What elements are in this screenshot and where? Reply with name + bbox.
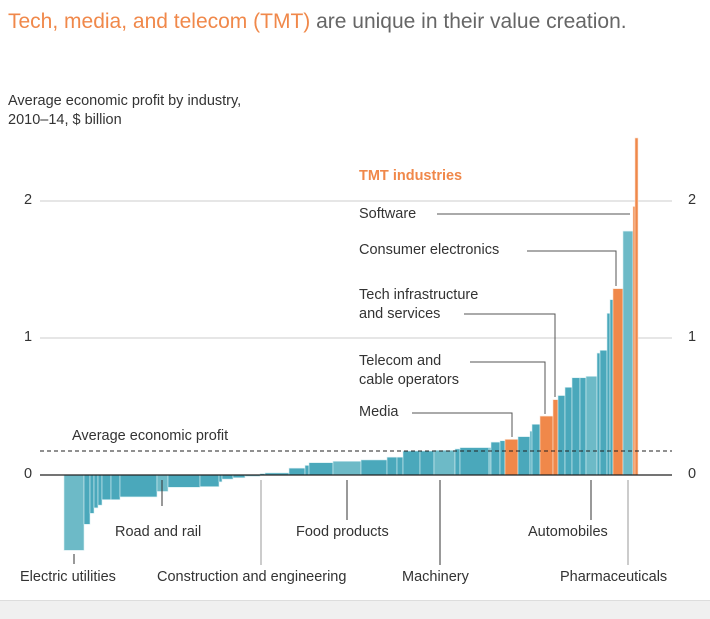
bar-industry	[454, 448, 461, 476]
callout-telecom-1: Telecom and	[359, 351, 444, 371]
leader-consumer-electronics	[527, 250, 617, 286]
bar-industry	[596, 352, 601, 476]
y-tick-left-2: 2	[24, 192, 33, 208]
subtitle-line2: 2010–14, $ billion	[8, 112, 122, 128]
leader-telecom	[470, 361, 546, 414]
bar-tmt	[612, 288, 624, 476]
bar-industry	[557, 395, 566, 476]
legend-tmt: TMT industries	[359, 168, 463, 184]
bar-industry	[622, 230, 634, 476]
bar-industry	[490, 441, 501, 476]
label-pharmaceuticals: Pharmaceuticals	[560, 567, 670, 587]
y-tick-left-0: 0	[24, 466, 33, 482]
y-tick-right-2: 2	[688, 192, 697, 208]
footer-bar	[0, 600, 710, 619]
bar-industry	[517, 436, 531, 476]
bar-industry	[585, 376, 598, 476]
callout-media: Media	[359, 402, 401, 422]
bar-industry	[599, 350, 608, 476]
leader-tech-infrastructure	[464, 313, 556, 397]
callout-tech-infra-1: Tech infrastructure	[359, 285, 481, 305]
bar-tmt	[634, 137, 639, 476]
callout-tech-infra-2: and services	[359, 304, 443, 324]
bar-industry	[564, 387, 573, 476]
bar-industry	[433, 450, 456, 476]
bar-industry	[579, 377, 587, 476]
bar-industry	[459, 447, 490, 476]
bar-industry	[101, 474, 112, 500]
bar-industry	[304, 465, 310, 476]
bar-industry	[419, 450, 435, 476]
callout-consumer-electronics: Consumer electronics	[359, 240, 502, 260]
bar-industry	[199, 474, 220, 487]
industry-ticks	[73, 480, 629, 565]
bar-tmt	[552, 399, 559, 476]
average-label: Average economic profit	[72, 426, 231, 446]
bar-industry	[167, 474, 201, 488]
callout-telecom-2: cable operators	[359, 370, 461, 390]
label-road-and-rail: Road and rail	[115, 522, 204, 542]
callout-software: Software	[359, 204, 419, 224]
subtitle-line1: Average economic profit by industry,	[8, 93, 242, 109]
bar-industry	[402, 450, 421, 476]
bar-industry	[386, 456, 398, 476]
bar-industry	[63, 474, 85, 551]
label-construction: Construction and engineering	[157, 567, 349, 587]
bar-industry	[360, 459, 388, 476]
bar-industry	[110, 474, 121, 500]
bar-industry	[119, 474, 158, 498]
bar-industry	[83, 474, 91, 525]
label-electric-utilities: Electric utilities	[20, 567, 118, 587]
y-tick-left-1: 1	[24, 329, 33, 345]
bar-industry	[571, 377, 581, 476]
bar-tmt	[539, 415, 554, 476]
bar-industry	[288, 467, 306, 476]
bar-industry	[218, 474, 223, 483]
callout-leaders	[412, 213, 630, 437]
leader-media	[412, 412, 513, 437]
bar-industry	[531, 424, 541, 476]
bar-industry	[89, 474, 95, 514]
chart-subtitle: Average economic profit by industry, 2010…	[8, 92, 241, 130]
chart-title: Tech, media, and telecom (TMT) are uniqu…	[8, 8, 698, 35]
y-tick-right-0: 0	[688, 466, 697, 482]
bar-industry	[308, 462, 334, 476]
bars-group	[63, 137, 639, 551]
bar-industry	[609, 299, 614, 476]
title-highlight: Tech, media, and telecom (TMT)	[8, 10, 311, 33]
label-food-products: Food products	[296, 522, 391, 542]
title-rest: are unique in their value creation.	[310, 10, 627, 33]
label-machinery: Machinery	[402, 567, 471, 587]
bar-industry	[93, 474, 99, 509]
bar-industry	[97, 474, 103, 506]
label-automobiles: Automobiles	[528, 522, 610, 542]
bar-tmt	[504, 439, 519, 476]
y-tick-right-1: 1	[688, 329, 697, 345]
bar-industry	[499, 440, 506, 476]
bar-industry	[332, 460, 362, 476]
bar-industry	[396, 456, 404, 476]
